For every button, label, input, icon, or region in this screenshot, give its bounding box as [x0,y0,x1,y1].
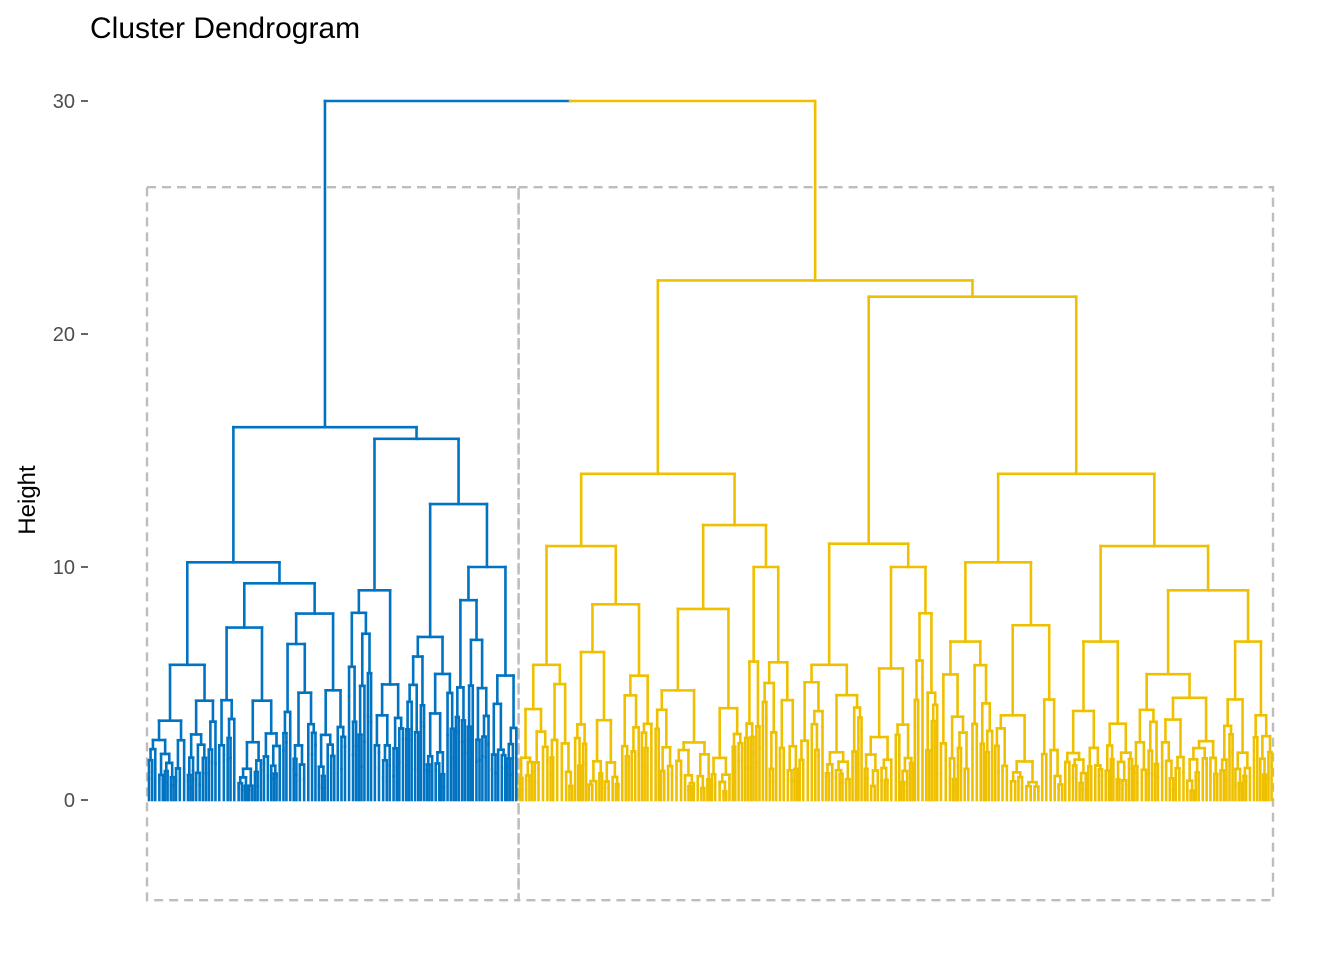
y-tick-label: 0 [64,790,75,812]
y-axis: 0 10 20 30 [53,91,88,812]
chart-title: Cluster Dendrogram [90,12,361,45]
dendrogram-tree [147,99,1273,802]
cluster-box [145,186,520,902]
y-tick-label: 10 [53,557,75,579]
y-tick-label: 30 [53,91,75,113]
cluster-box [517,186,1275,902]
cluster-boxes [145,186,1275,902]
y-tick-label: 20 [53,324,75,346]
